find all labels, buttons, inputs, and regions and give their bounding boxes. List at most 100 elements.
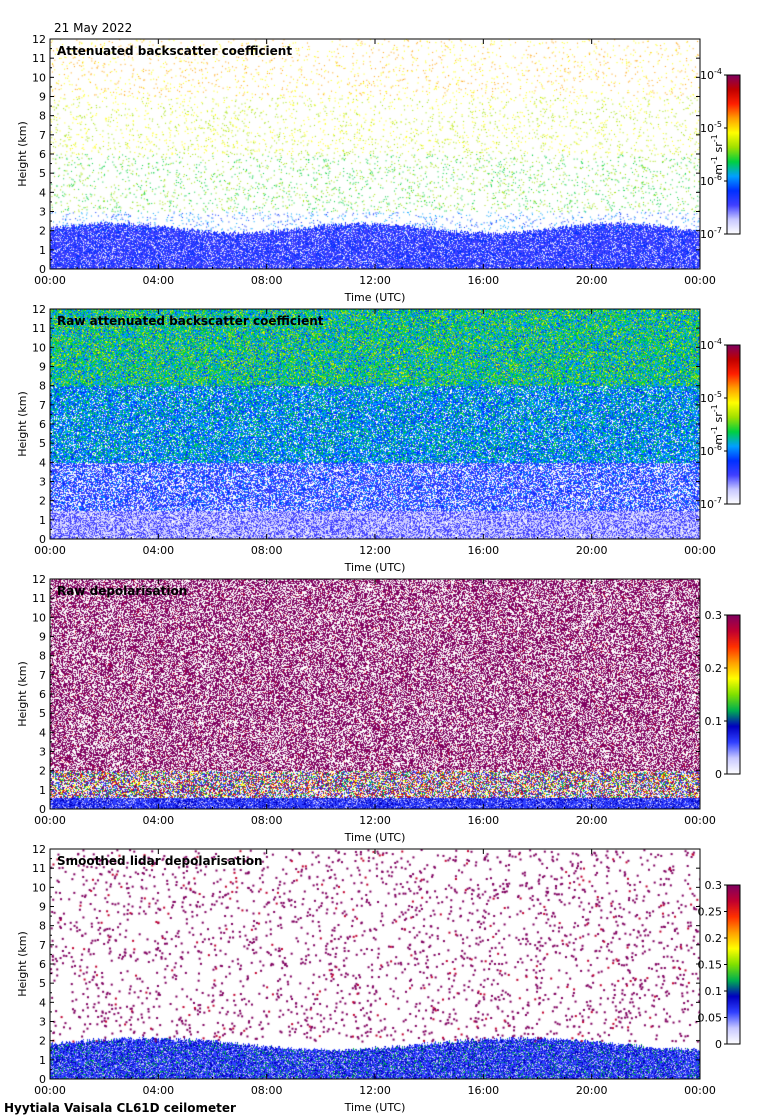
chart-panel-3: Smoothed lidar depolarisation01234567891…	[16, 843, 741, 1114]
y-tick-label: 8	[39, 110, 46, 123]
colorbar-tick-label: 10-7	[700, 496, 722, 511]
colorbar-frame	[726, 614, 741, 775]
x-tick-label: 12:00	[359, 544, 391, 557]
colorbar	[727, 345, 740, 504]
y-axis-title: Height (km)	[16, 931, 29, 997]
x-axis-title: Time (UTC)	[344, 291, 406, 304]
y-tick-label: 0	[39, 803, 46, 816]
y-tick-label: 7	[39, 399, 46, 412]
x-tick-label: 12:00	[359, 1084, 391, 1097]
x-tick-label: 00:00	[34, 814, 66, 827]
y-tick-label: 6	[39, 958, 46, 971]
heatmap-image	[50, 849, 700, 1079]
colorbar-tick-label: 0.1	[705, 715, 723, 728]
y-tick-label: 6	[39, 688, 46, 701]
y-tick-label: 10	[32, 881, 46, 894]
colorbar-units: m-1 sr-1	[710, 404, 725, 444]
x-tick-label: 12:00	[359, 274, 391, 287]
panel-title: Raw depolarisation	[57, 584, 187, 598]
x-tick-label: 20:00	[576, 274, 608, 287]
y-tick-label: 8	[39, 380, 46, 393]
y-tick-label: 7	[39, 669, 46, 682]
colorbar	[727, 885, 740, 1044]
y-tick-label: 2	[39, 495, 46, 508]
y-tick-label: 3	[39, 1016, 46, 1029]
y-tick-label: 2	[39, 765, 46, 778]
colorbar-tick-label: 0	[715, 1038, 722, 1051]
y-tick-label: 8	[39, 650, 46, 663]
x-tick-label: 04:00	[142, 814, 174, 827]
heatmap-image	[50, 309, 700, 539]
colorbar-tick-label: 0.3	[705, 879, 723, 892]
y-tick-label: 12	[32, 843, 46, 856]
y-axis-title: Height (km)	[16, 391, 29, 457]
x-tick-label: 08:00	[251, 1084, 283, 1097]
y-tick-label: 2	[39, 1035, 46, 1048]
y-tick-label: 0	[39, 533, 46, 546]
x-tick-label: 04:00	[142, 1084, 174, 1097]
x-tick-label: 04:00	[142, 274, 174, 287]
y-tick-label: 5	[39, 167, 46, 180]
colorbar-tick-label: 10-6	[700, 173, 722, 188]
x-tick-label: 04:00	[142, 544, 174, 557]
y-tick-label: 2	[39, 225, 46, 238]
y-tick-label: 3	[39, 206, 46, 219]
panel-title: Attenuated backscatter coefficient	[57, 44, 292, 58]
colorbar-tick-label: 0.2	[705, 932, 723, 945]
y-tick-label: 11	[32, 322, 46, 335]
colorbar-tick-label: 10-5	[700, 120, 722, 135]
y-tick-label: 12	[32, 33, 46, 46]
x-tick-label: 08:00	[251, 814, 283, 827]
y-tick-label: 1	[39, 514, 46, 527]
x-tick-label: 00:00	[684, 274, 716, 287]
y-tick-label: 10	[32, 341, 46, 354]
y-tick-label: 10	[32, 71, 46, 84]
x-tick-label: 00:00	[34, 544, 66, 557]
y-tick-label: 6	[39, 418, 46, 431]
y-tick-label: 11	[32, 52, 46, 65]
colorbar-tick-label: 10-4	[700, 337, 722, 352]
colorbar	[727, 615, 740, 774]
x-tick-label: 12:00	[359, 814, 391, 827]
colorbar-tick-label: 0.2	[705, 662, 723, 675]
colorbar-tick-label: 10-5	[700, 390, 722, 405]
date-label: 21 May 2022	[54, 21, 133, 35]
y-tick-label: 11	[32, 862, 46, 875]
y-tick-label: 11	[32, 592, 46, 605]
colorbar-frame	[726, 74, 741, 235]
x-tick-label: 16:00	[467, 814, 499, 827]
y-tick-label: 9	[39, 631, 46, 644]
y-tick-label: 9	[39, 91, 46, 104]
colorbar	[727, 75, 740, 234]
colorbar-tick-label: 10-4	[700, 67, 722, 82]
panel-title: Smoothed lidar depolarisation	[57, 854, 263, 868]
y-tick-label: 7	[39, 129, 46, 142]
y-tick-label: 1	[39, 784, 46, 797]
colorbar-tick-label: 0	[715, 768, 722, 781]
y-tick-label: 3	[39, 476, 46, 489]
colorbar-tick-label: 0.3	[705, 609, 723, 622]
chart-panel-0: Attenuated backscatter coefficient012345…	[16, 33, 741, 304]
y-tick-label: 7	[39, 939, 46, 952]
x-tick-label: 20:00	[576, 814, 608, 827]
colorbar-frame	[726, 344, 741, 505]
y-tick-label: 1	[39, 244, 46, 257]
y-tick-label: 10	[32, 611, 46, 624]
chart-panel-1: Raw attenuated backscatter coefficient 0 1…	[16, 303, 741, 574]
y-tick-label: 0	[39, 263, 46, 276]
y-tick-label: 12	[32, 303, 46, 316]
y-axis-title: Height (km)	[16, 661, 29, 727]
x-tick-label: 08:00	[251, 274, 283, 287]
y-tick-label: 5	[39, 977, 46, 990]
x-tick-label: 00:00	[684, 544, 716, 557]
x-tick-label: 20:00	[576, 544, 608, 557]
footer-label: Hyytiala Vaisala CL61D ceilometer	[4, 1101, 236, 1115]
heatmap-image	[50, 39, 700, 269]
y-tick-label: 8	[39, 920, 46, 933]
y-tick-label: 4	[39, 726, 46, 739]
x-axis-title: Time (UTC)	[344, 831, 406, 844]
y-tick-label: 9	[39, 361, 46, 374]
x-tick-label: 00:00	[34, 1084, 66, 1097]
y-tick-label: 1	[39, 1054, 46, 1067]
